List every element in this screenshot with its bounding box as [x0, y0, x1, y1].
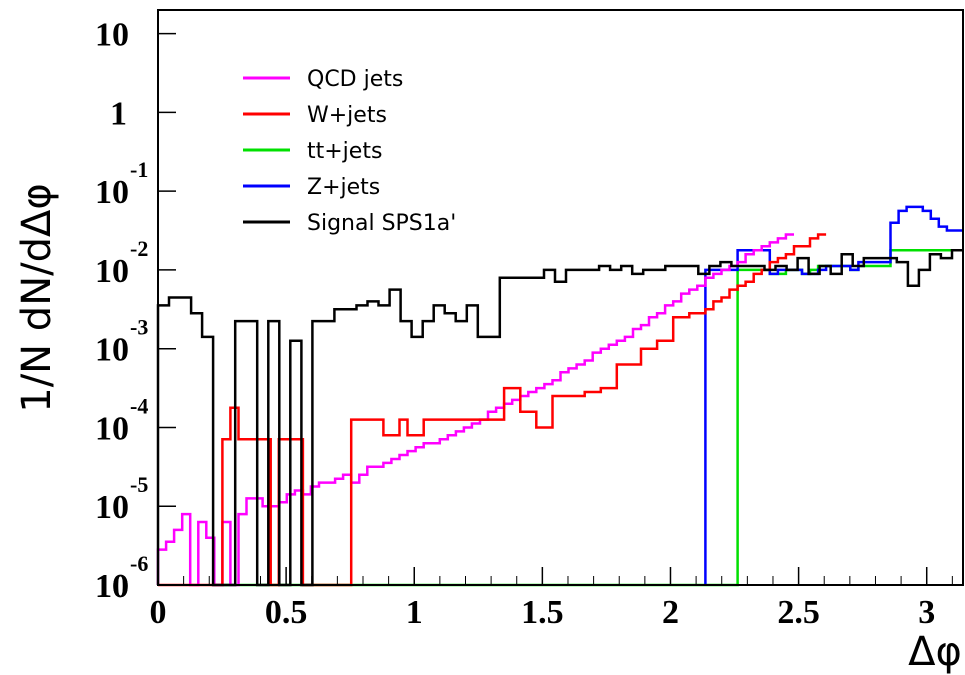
x-axis-label: Δφ	[908, 629, 962, 675]
y-tick-label: 10-3	[95, 315, 148, 369]
y-tick-exponent: -3	[130, 315, 148, 340]
y-tick-label: 1	[110, 95, 127, 132]
x-tick-label: 1.5	[521, 594, 564, 631]
legend-label: W+jets	[307, 103, 387, 128]
y-tick-base: 10	[95, 410, 129, 447]
y-tick-label: 10-4	[95, 393, 148, 447]
legend: QCD jets W+jets tt+jets Z+jets Signal SPS1a'	[243, 67, 456, 236]
x-tick-label: 0.5	[265, 594, 308, 631]
series-line-3	[704, 205, 963, 585]
y-tick-label: 10-1	[95, 157, 148, 211]
y-tick-base: 10	[95, 17, 129, 54]
y-tick-exponent: -2	[130, 236, 148, 261]
y-tick-base: 10	[95, 253, 129, 290]
legend-label: QCD jets	[307, 67, 403, 92]
legend-label: Signal SPS1a'	[307, 211, 456, 236]
x-tick-label: 0	[150, 594, 167, 631]
y-tick-exponent: -5	[130, 472, 148, 497]
legend-label: Z+jets	[307, 175, 380, 200]
y-tick-base: 10	[95, 489, 129, 526]
plot-frame	[157, 9, 964, 586]
y-tick-exponent: -4	[130, 393, 148, 418]
y-tick-label: 10	[95, 568, 129, 605]
y-tick-base: 10	[95, 568, 129, 605]
series-line-0	[156, 233, 794, 587]
x-tick-label: 1	[406, 594, 423, 631]
series-layer	[156, 205, 963, 587]
x-tick-label: 2	[662, 594, 679, 631]
y-tick-base: 1	[110, 95, 127, 132]
y-tick-base: 10	[95, 332, 129, 369]
y-tick-base: 10	[95, 568, 129, 605]
y-tick-exponent: -6	[130, 551, 148, 576]
y-tick-exponent: -1	[130, 157, 148, 182]
y-tick-label: 10	[95, 17, 129, 54]
x-tick-label: 3	[918, 594, 935, 631]
y-tick-label: 10-6	[95, 551, 148, 605]
legend-label: tt+jets	[307, 139, 382, 164]
x-tick-label: 2.5	[777, 594, 820, 631]
y-tick-label: 10-5	[95, 472, 148, 526]
y-tick-label: 10-2	[95, 236, 148, 290]
series-line-4	[156, 248, 963, 587]
series-line-2	[222, 248, 963, 587]
y-tick-base: 10	[95, 174, 129, 211]
y-axis-label: 1/N dN/dΔφ	[14, 183, 60, 413]
